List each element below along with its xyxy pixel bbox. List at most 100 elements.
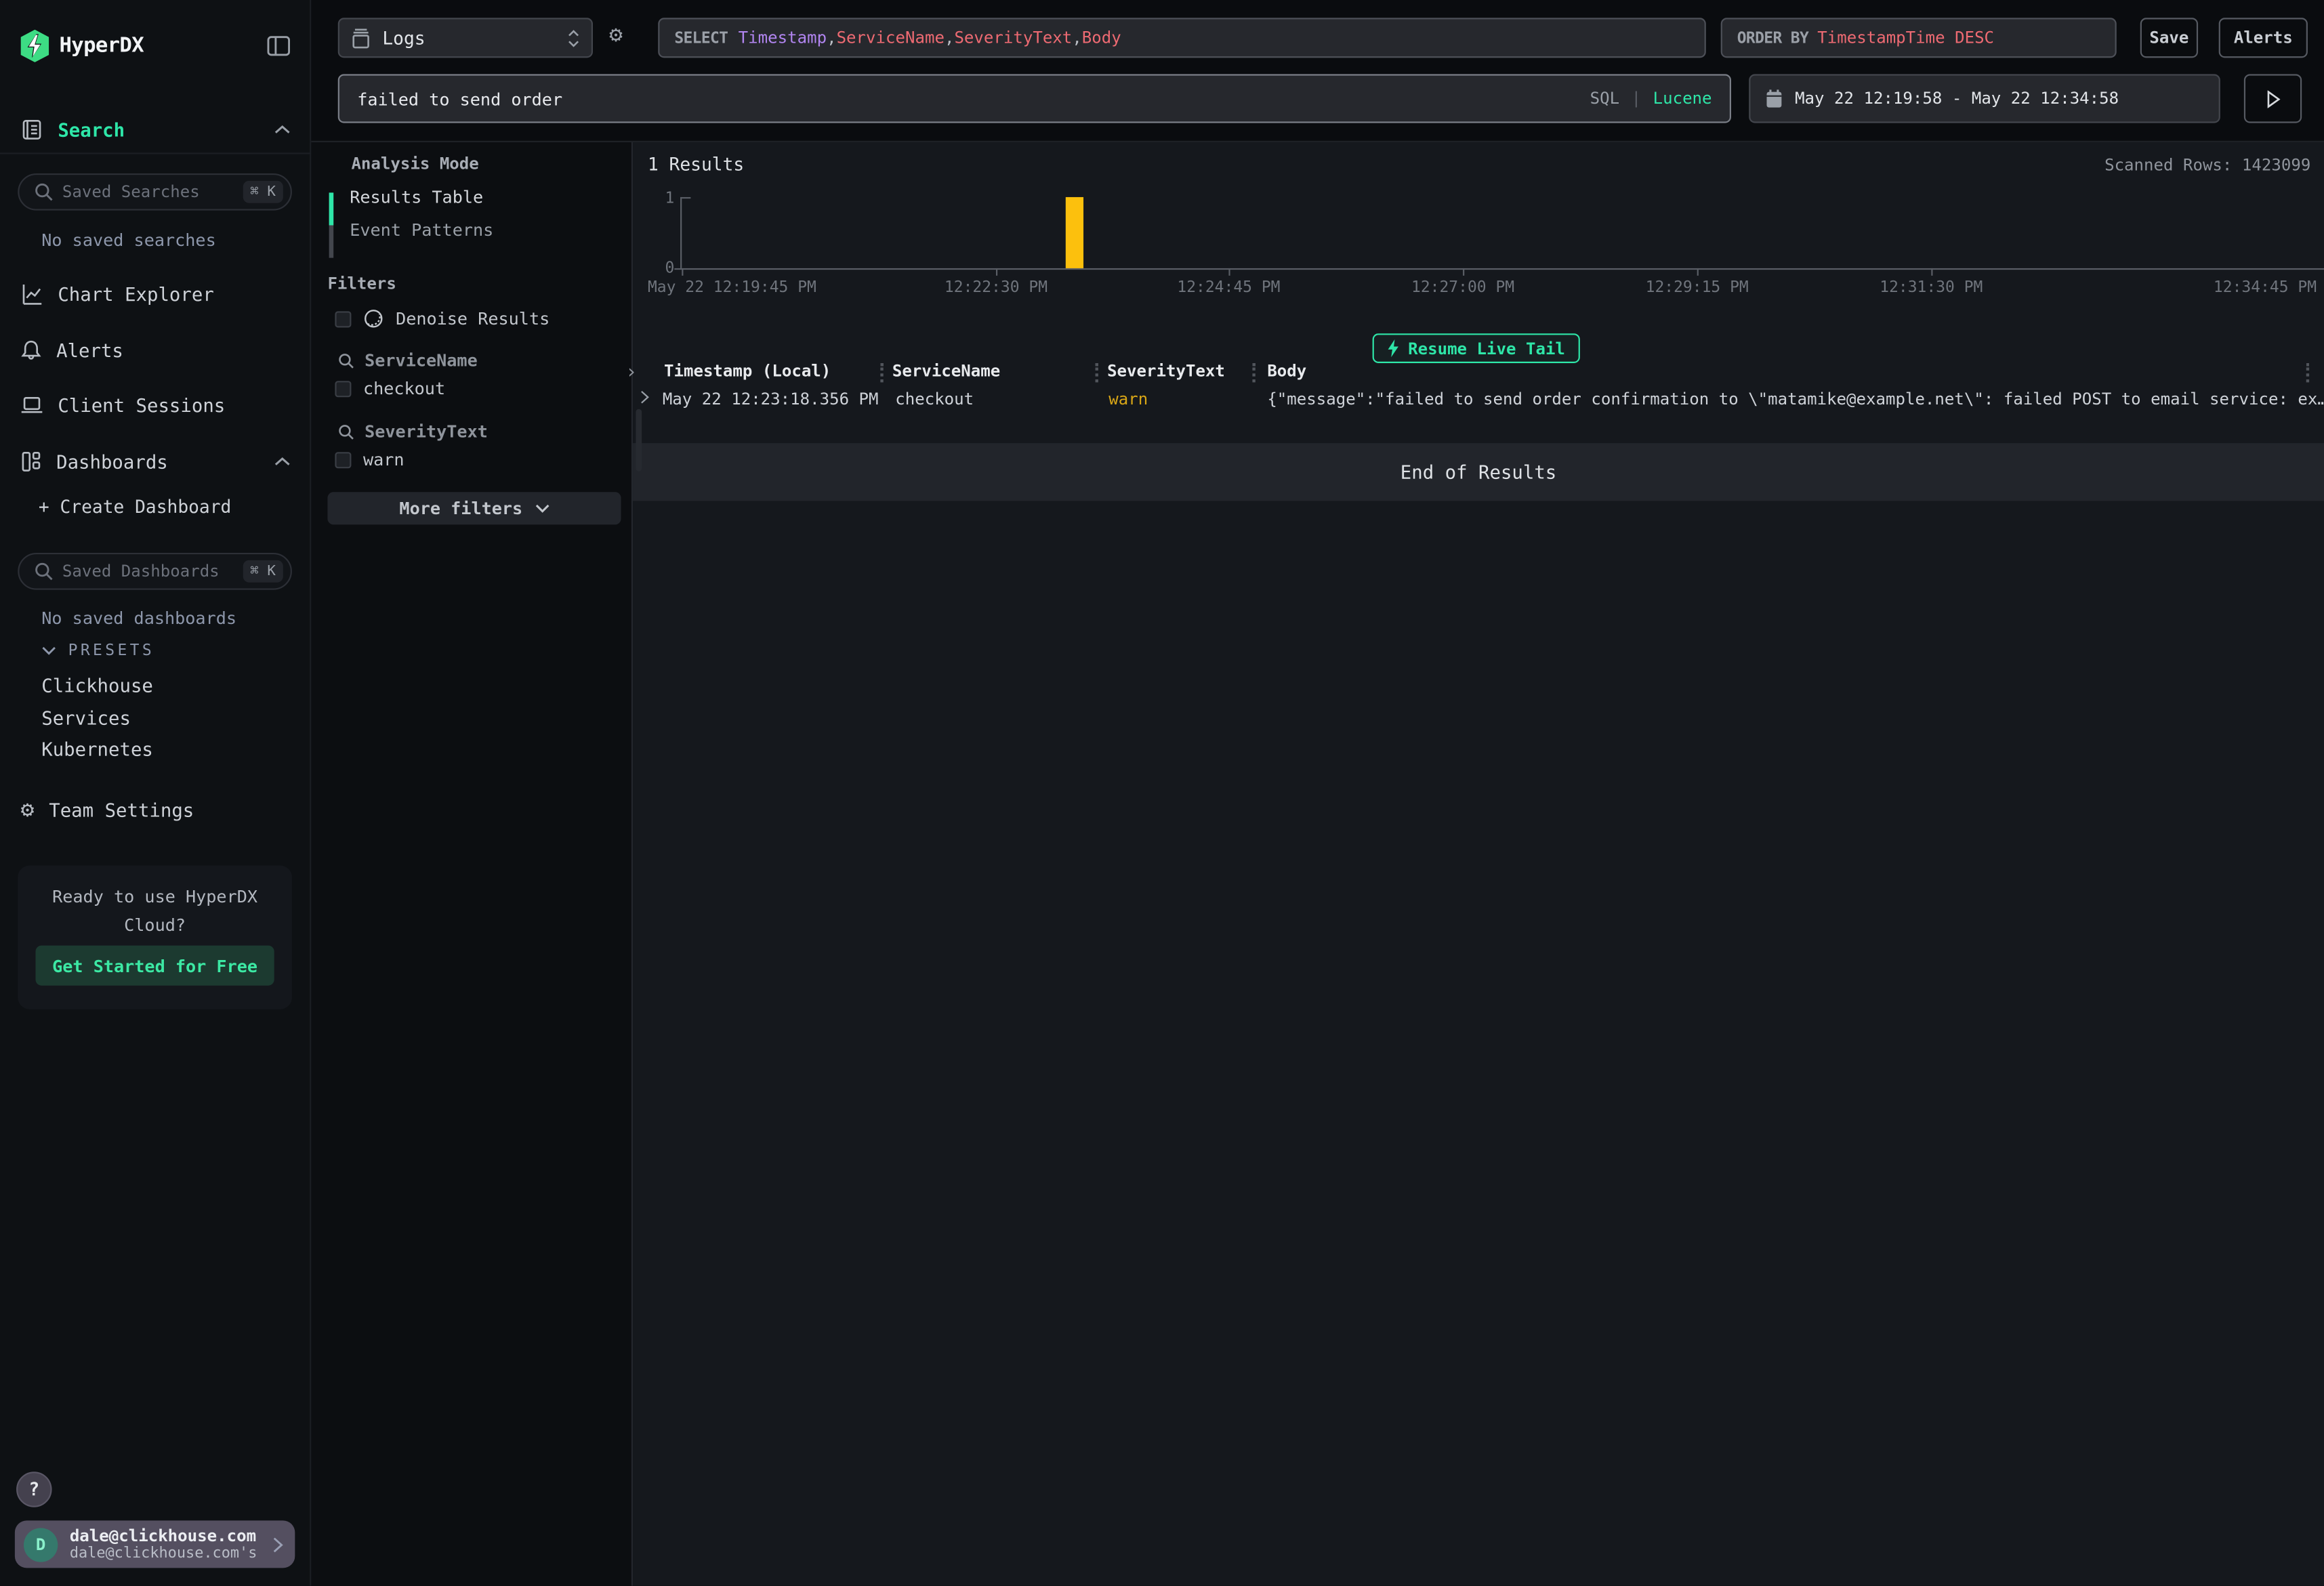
- save-button[interactable]: Save: [2140, 18, 2199, 58]
- preset-kubernetes[interactable]: Kubernetes: [41, 738, 153, 761]
- column-resize-handle[interactable]: [1095, 362, 1098, 383]
- chevron-down-icon: [42, 646, 56, 655]
- filter-denoise-row: Denoise Results: [335, 308, 549, 329]
- preset-clickhouse[interactable]: Clickhouse: [41, 674, 153, 697]
- column-resize-handle[interactable]: [880, 362, 884, 383]
- column-header-body[interactable]: Body: [1267, 361, 1307, 381]
- y-tick-label: 0: [665, 259, 675, 278]
- chart-bar[interactable]: [1065, 196, 1084, 268]
- x-axis: [674, 268, 2324, 270]
- x-axis-tick: [1463, 268, 1465, 276]
- chart-explorer-icon: [21, 283, 43, 305]
- sidebar-item-chart-explorer[interactable]: Chart Explorer: [0, 276, 311, 312]
- end-of-results-banner: End of Results: [633, 443, 2324, 501]
- denoise-checkbox[interactable]: [335, 310, 352, 327]
- bell-icon: [21, 339, 42, 361]
- more-filters-button[interactable]: More filters: [327, 492, 621, 525]
- warn-checkbox[interactable]: [335, 451, 352, 468]
- avatar: D: [24, 1527, 58, 1562]
- sidebar-item-alerts[interactable]: Alerts: [0, 332, 311, 368]
- x-tick-label: 12:29:15 PM: [1645, 278, 1749, 297]
- panel-collapse-handle[interactable]: ›: [625, 361, 638, 384]
- run-query-button[interactable]: [2243, 74, 2302, 123]
- chevron-up-icon: [274, 124, 291, 134]
- x-axis-tick: [1931, 268, 1933, 276]
- sidebar-item-client-sessions[interactable]: Client Sessions: [0, 387, 311, 423]
- sidebar-item-dashboards[interactable]: Dashboards: [0, 443, 311, 479]
- presets-label: PRESETS: [68, 642, 155, 660]
- play-icon: [2266, 89, 2280, 108]
- cell-body: {"message":"failed to send order confirm…: [1267, 390, 2324, 409]
- mode-results-table[interactable]: Results Table: [350, 186, 484, 208]
- order-by-input[interactable]: ORDER BY TimestampTime DESC: [1720, 18, 2117, 58]
- y-axis: [680, 196, 682, 268]
- lang-toggle-divider: |: [1631, 89, 1642, 108]
- results-count: 1 Results: [647, 154, 745, 175]
- sidebar-item-label: Alerts: [56, 338, 123, 361]
- select-clause-input[interactable]: SELECT Timestamp, ServiceName, SeverityT…: [658, 18, 1706, 58]
- table-row[interactable]: May 22 12:23:18.356 PM checkout warn {"m…: [633, 385, 2324, 415]
- search-icon: [35, 562, 53, 581]
- separator: ,: [827, 28, 837, 47]
- search-query-value: failed to send order: [357, 88, 563, 109]
- results-histogram[interactable]: 1 0 May 22 12:19:45 PM 12:22:30 PM 12:24…: [633, 184, 2324, 297]
- order-by-keyword: ORDER BY: [1737, 28, 1809, 47]
- filters-heading: Filters: [327, 274, 396, 294]
- search-query-input[interactable]: failed to send order SQL | Lucene: [337, 74, 1731, 123]
- select-field: SeverityText: [954, 28, 1073, 47]
- help-button[interactable]: ?: [16, 1472, 52, 1507]
- sidebar-item-team-settings[interactable]: ⚙ Team Settings: [0, 791, 311, 827]
- saved-searches-input[interactable]: Saved Searches ⌘ K: [18, 173, 292, 211]
- saved-dashboards-placeholder: Saved Dashboards: [62, 562, 220, 581]
- select-field: Body: [1081, 28, 1121, 47]
- create-dashboard-button[interactable]: + Create Dashboard: [38, 496, 232, 518]
- filter-option-checkout: checkout: [335, 377, 446, 399]
- mode-event-patterns[interactable]: Event Patterns: [350, 219, 494, 241]
- user-email: dale@clickhouse.com: [69, 1526, 257, 1545]
- resume-live-tail-button[interactable]: Resume Live Tail: [1372, 333, 1580, 363]
- source-settings-gear-icon[interactable]: ⚙: [609, 20, 623, 47]
- row-expand-chevron-icon[interactable]: [640, 390, 649, 404]
- filter-option-label[interactable]: warn: [362, 448, 404, 470]
- preset-services[interactable]: Services: [41, 707, 131, 730]
- panel-scrollbar[interactable]: [636, 409, 642, 472]
- dashboards-icon: [21, 450, 42, 472]
- cloud-promo-card: Ready to use HyperDX Cloud? Get Started …: [18, 865, 292, 1009]
- filter-option-label[interactable]: checkout: [362, 377, 446, 399]
- calendar-icon: [1766, 89, 1782, 108]
- table-options-icon[interactable]: [2306, 362, 2310, 383]
- lang-toggle-sql[interactable]: SQL: [1590, 89, 1620, 108]
- chevron-down-icon: [535, 504, 549, 513]
- source-select[interactable]: Logs: [337, 18, 593, 58]
- sidebar-item-search[interactable]: Search: [0, 107, 311, 152]
- checkout-checkbox[interactable]: [335, 380, 352, 397]
- column-header-servicename[interactable]: ServiceName: [892, 361, 1001, 381]
- cell-servicename: checkout: [895, 390, 974, 409]
- cloud-promo-line2: Cloud?: [124, 914, 186, 936]
- sidebar-collapse-icon[interactable]: [267, 34, 291, 58]
- order-by-value: TimestampTime DESC: [1817, 28, 1995, 47]
- hyperdx-logo-icon: [20, 29, 49, 62]
- user-menu[interactable]: D dale@clickhouse.com dale@clickhouse.co…: [14, 1520, 295, 1568]
- top-header: Logs ⚙ SELECT Timestamp, ServiceName, Se…: [311, 0, 2324, 142]
- column-header-severitytext[interactable]: SeverityText: [1107, 361, 1225, 381]
- x-tick-label: May 22 12:19:45 PM: [647, 278, 816, 297]
- x-tick-label: 12:24:45 PM: [1177, 278, 1281, 297]
- x-axis-tick: [996, 268, 998, 276]
- time-range-picker[interactable]: May 22 12:19:58 - May 22 12:34:58: [1749, 74, 2220, 123]
- brand-name: HyperDX: [59, 34, 144, 58]
- sidebar-item-label: Client Sessions: [58, 393, 226, 416]
- lang-toggle-lucene[interactable]: Lucene: [1653, 89, 1712, 108]
- saved-dashboards-input[interactable]: Saved Dashboards ⌘ K: [18, 552, 292, 590]
- alerts-button[interactable]: Alerts: [2218, 18, 2308, 58]
- sidebar-item-label: Dashboards: [56, 449, 168, 472]
- resume-live-tail-label: Resume Live Tail: [1408, 338, 1565, 358]
- no-saved-dashboards-note: No saved dashboards: [41, 607, 237, 629]
- column-header-timestamp[interactable]: Timestamp (Local): [664, 361, 831, 381]
- column-resize-handle[interactable]: [1252, 362, 1256, 383]
- x-tick-label: 12:22:30 PM: [944, 278, 1048, 297]
- get-started-button[interactable]: Get Started for Free: [35, 945, 274, 986]
- presets-toggle[interactable]: PRESETS: [41, 642, 154, 659]
- saved-searches-placeholder: Saved Searches: [62, 182, 200, 202]
- brand-row: HyperDX: [20, 26, 291, 65]
